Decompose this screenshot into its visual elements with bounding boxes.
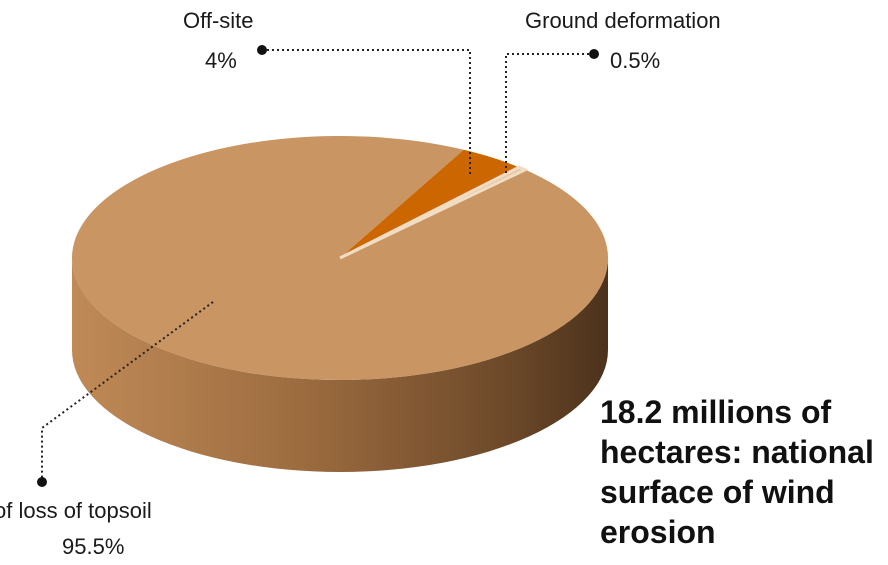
offsite-value-label: 4%	[205, 48, 237, 73]
offsite-leader	[262, 49, 471, 176]
topsoil-label-clip: of loss of topsoil	[0, 498, 195, 528]
ground-deformation-leader	[505, 53, 594, 175]
offsite-leader-dot	[257, 45, 267, 55]
slice-ground-deformation	[339, 165, 529, 260]
topsoil-value-label: 95.5%	[62, 534, 125, 559]
pie-side-wall	[72, 258, 608, 472]
topsoil-leader-dot	[37, 477, 47, 487]
ground-deformation-value-label: 0.5%	[610, 48, 661, 73]
topsoil-label: of loss of topsoil	[0, 498, 152, 523]
offsite-label: Off-site	[183, 8, 254, 33]
slice-offsite	[340, 149, 519, 258]
ground-deformation-label: Ground deformation	[525, 8, 721, 33]
topsoil-leader	[41, 301, 214, 482]
ground-deformation-leader-dot	[589, 49, 599, 59]
chart-annotation: 18.2 millions of hectares: national surf…	[600, 394, 874, 550]
